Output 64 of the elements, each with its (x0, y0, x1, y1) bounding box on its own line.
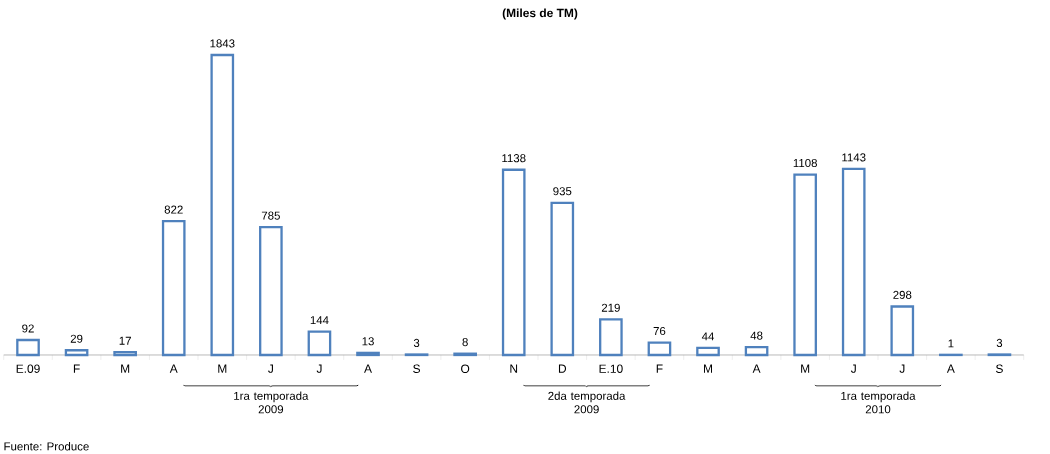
x-tick-label: F (656, 364, 663, 373)
data-label: 219 (601, 303, 620, 312)
bar (696, 346, 720, 357)
data-label: 44 (701, 332, 715, 341)
bar (64, 349, 89, 357)
bar (647, 341, 672, 357)
data-label: 3 (996, 338, 1003, 347)
data-label: 8 (462, 338, 468, 347)
bar (210, 53, 235, 357)
x-tick-label: A (946, 364, 955, 373)
x-tick-label: D (558, 364, 567, 373)
data-label: 144 (310, 316, 329, 325)
x-tick-label: A (752, 364, 761, 373)
x-tick-label: S (413, 364, 421, 373)
bar (744, 346, 769, 357)
bar (501, 168, 526, 357)
x-tick-label: E.09 (16, 364, 40, 373)
bar (599, 318, 623, 357)
x-tick-label: O (461, 364, 470, 373)
text: 2da temporada 2009 (548, 391, 626, 414)
text: 1ra temporada 2010 (841, 391, 916, 414)
bar (356, 351, 380, 357)
bar (550, 201, 575, 357)
data-label: 17 (119, 336, 131, 345)
bar (841, 167, 866, 357)
x-tick-label: J (850, 364, 856, 373)
data-label: 298 (893, 290, 912, 299)
bar (161, 220, 186, 357)
data-label: 1143 (842, 153, 866, 162)
x-tick-label: S (996, 364, 1003, 373)
source-note: Fuente: Produce (4, 442, 89, 451)
x-tick-label: F (73, 364, 80, 373)
x-tick-label: M (801, 364, 810, 373)
bar (307, 330, 332, 357)
data-label: 1108 (793, 159, 817, 168)
x-tick-label: E.10 (599, 364, 623, 373)
data-label: 785 (261, 211, 280, 220)
bar (259, 226, 283, 357)
data-label: 29 (70, 334, 83, 343)
x-tick-label: A (364, 364, 372, 373)
data-label: 1138 (502, 154, 526, 163)
data-label: 13 (362, 337, 374, 346)
bar (890, 305, 915, 357)
data-label: 935 (553, 187, 572, 196)
data-label: 822 (164, 205, 183, 214)
data-label: 1 (948, 339, 954, 348)
x-tick-label: M (218, 364, 227, 373)
text: 1ra temporada 2009 (234, 391, 309, 414)
x-tick-label: A (169, 364, 178, 373)
bar (16, 338, 40, 357)
bar (113, 351, 137, 357)
x-tick-label: J (268, 364, 273, 373)
x-tick-label: J (316, 364, 322, 373)
chart-title: (Miles de TM) (502, 8, 578, 20)
data-label: 92 (22, 324, 34, 333)
bar (793, 173, 817, 357)
x-tick-label: N (510, 364, 518, 373)
data-label: 76 (653, 326, 666, 336)
x-tick-label: M (704, 364, 712, 373)
data-label: 48 (750, 331, 763, 340)
x-tick-label: M (121, 364, 130, 373)
data-label: 3 (413, 338, 420, 347)
x-tick-label: J (899, 364, 905, 373)
data-label: 1843 (210, 39, 235, 48)
